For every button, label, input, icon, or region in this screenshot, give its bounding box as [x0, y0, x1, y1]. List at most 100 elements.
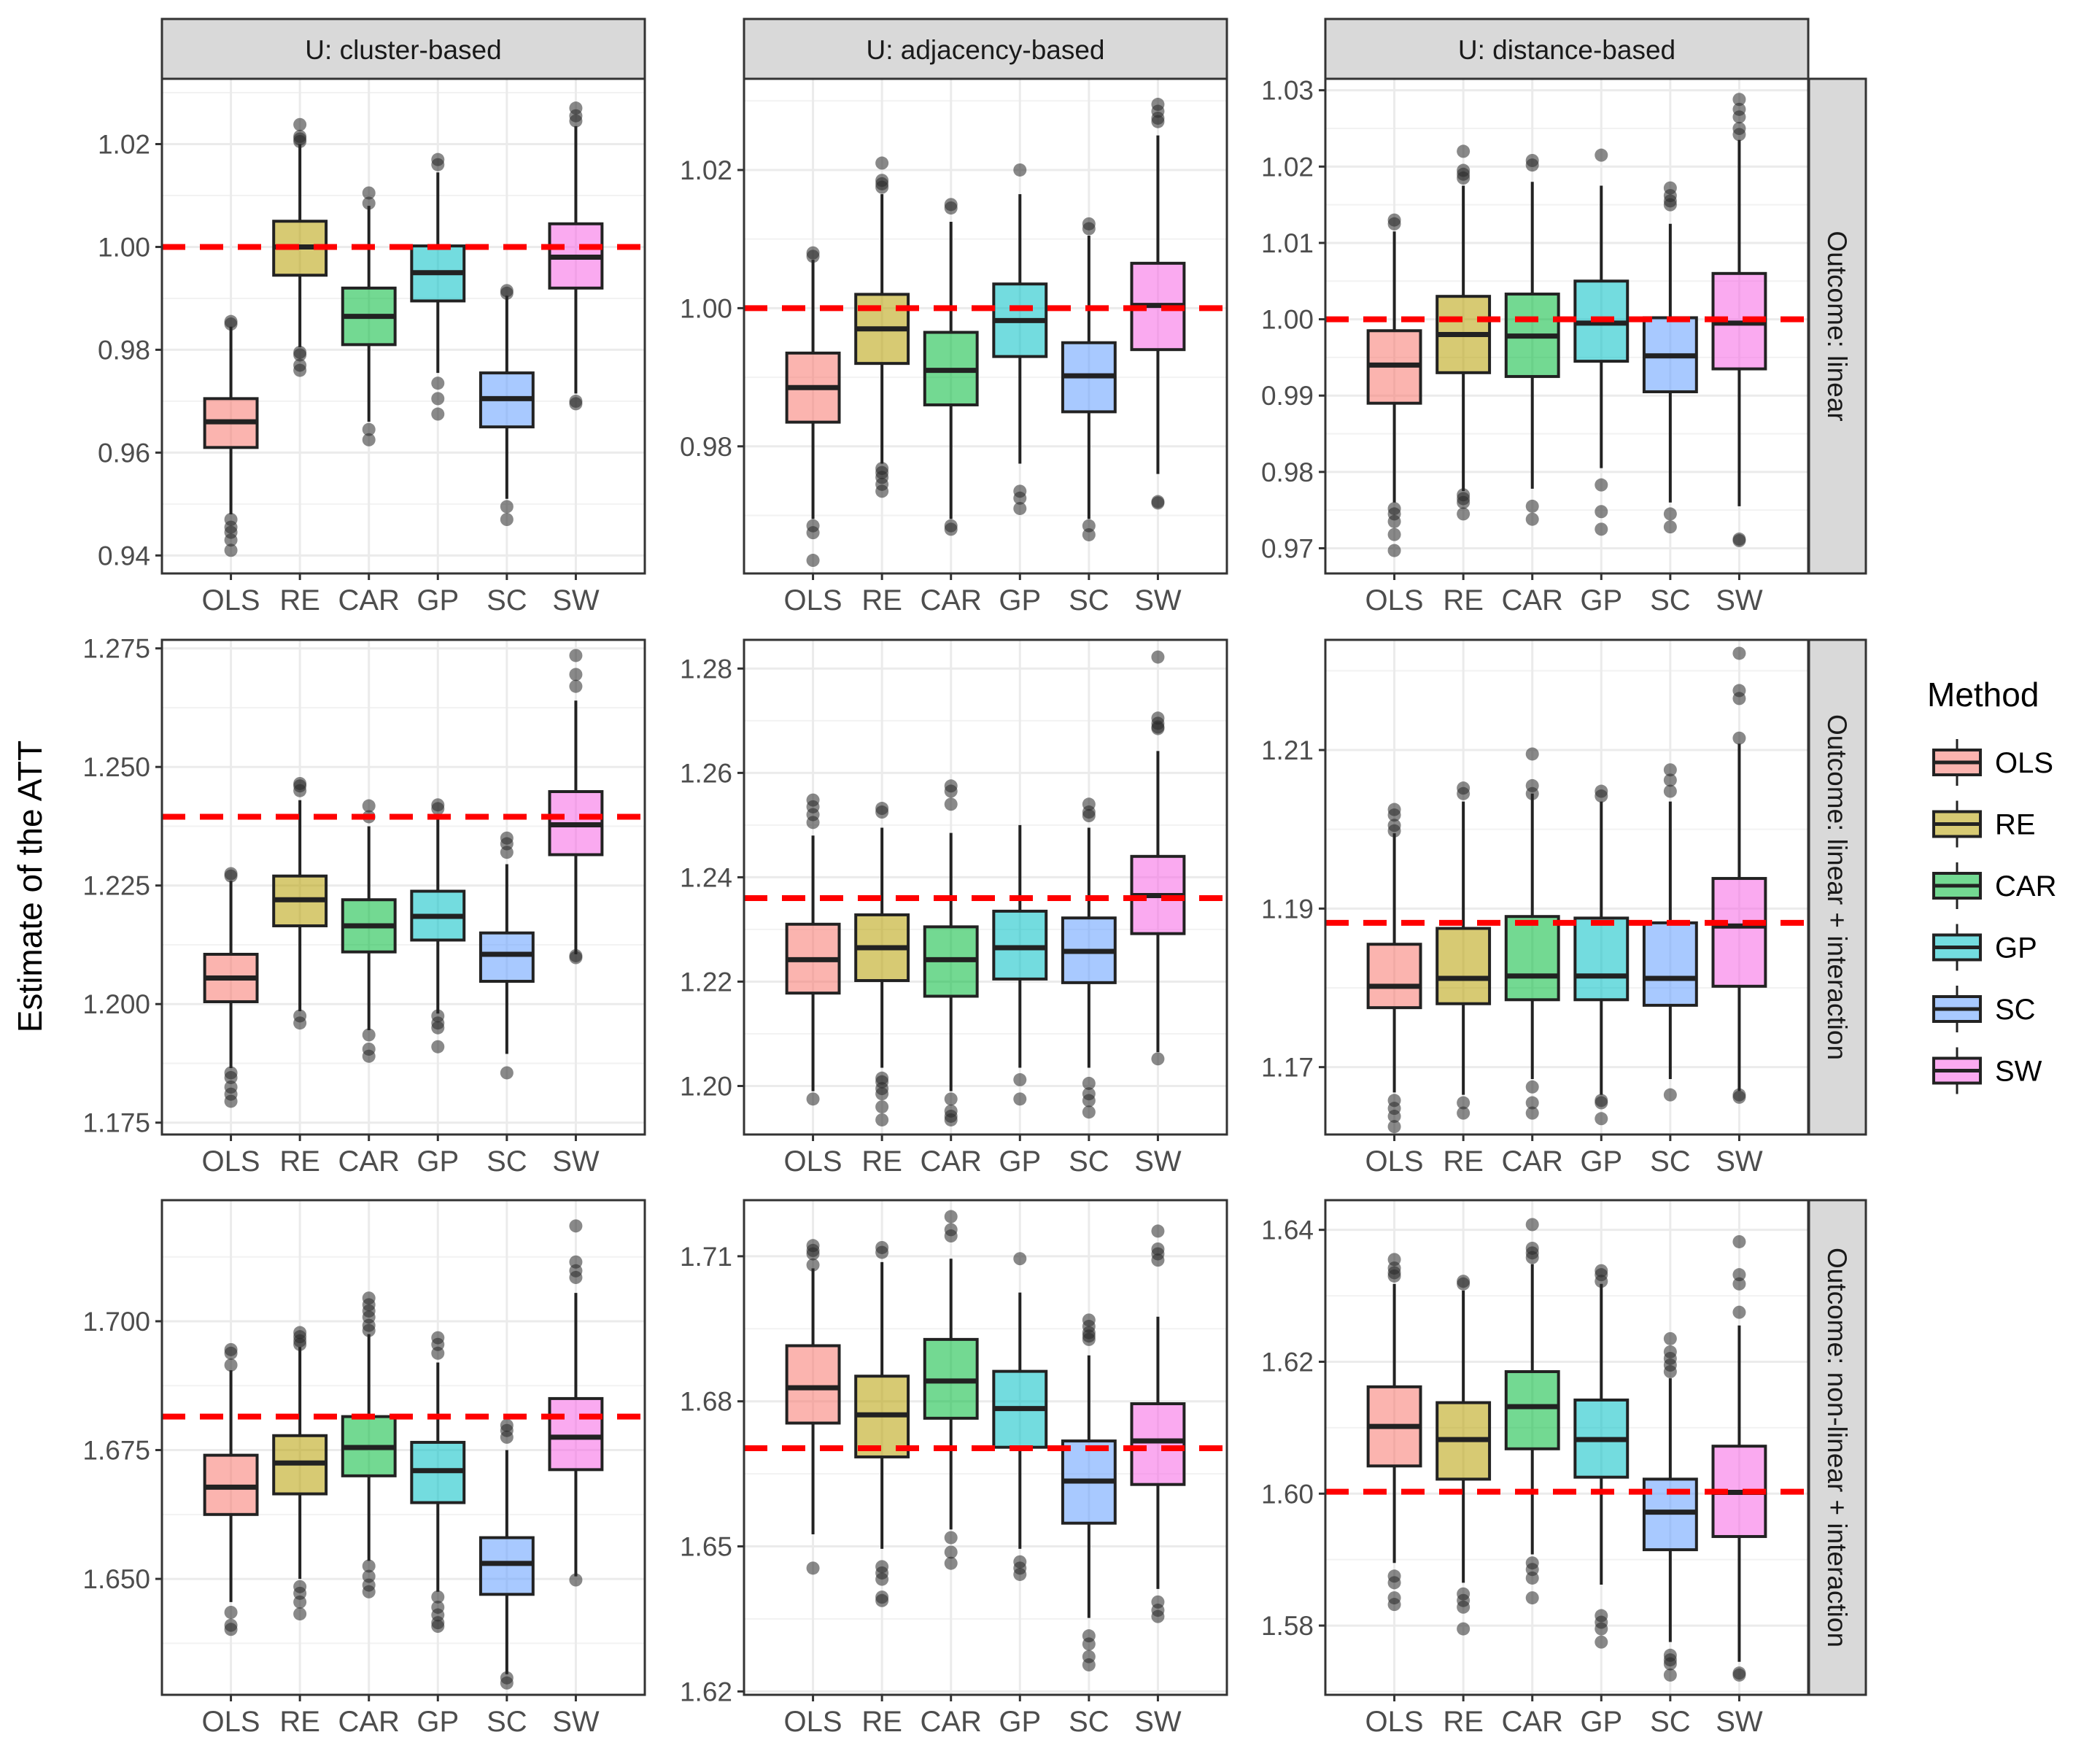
x-tick-label: SW [1134, 1145, 1182, 1178]
outlier-point [1387, 1269, 1401, 1283]
box-ols [785, 793, 841, 1106]
panel-r3-c1: 1.650 1.675 1.700 OLS RE CAR GP SC SW [82, 1199, 646, 1738]
outlier-point [1013, 1252, 1027, 1266]
outlier-point [1732, 1268, 1746, 1282]
column-strip-label: U: cluster-based [305, 35, 501, 65]
outlier-point [1387, 1598, 1401, 1612]
row-strip-3: Outcome: non-linear + interaction [1808, 1199, 1867, 1696]
x-tick-label: GP [1580, 584, 1622, 616]
y-tick-label: 1.675 [82, 1436, 150, 1466]
outlier-point [1457, 1622, 1471, 1636]
outlier-point [1082, 809, 1096, 823]
x-tick-label: RE [1443, 584, 1484, 616]
outlier-point [1663, 1331, 1677, 1345]
outlier-point [1732, 93, 1746, 107]
outlier-point [1663, 507, 1677, 521]
outlier-point [1732, 534, 1746, 548]
outlier-point [1457, 495, 1471, 509]
x-tick-label: GP [1580, 1145, 1622, 1178]
panel-border [160, 1199, 646, 1696]
outlier-point [1595, 1112, 1608, 1126]
box-car [1504, 747, 1560, 1120]
box-gp [992, 824, 1048, 1106]
panel-border [743, 638, 1228, 1136]
outlier-point [1732, 1090, 1746, 1104]
outlier-point [293, 1016, 307, 1030]
legend-items: OLS RE CAR GP SC SW [1932, 739, 2056, 1094]
y-tick-label: 1.250 [82, 752, 150, 782]
outlier-point [569, 668, 583, 681]
outlier-point [500, 1676, 514, 1690]
outlier-point [1663, 1657, 1677, 1671]
outlier-point [1663, 784, 1677, 798]
x-tick-label: SC [1069, 1145, 1109, 1178]
box-re [1435, 1275, 1492, 1636]
outlier-point [569, 397, 583, 411]
outlier-point [500, 512, 514, 526]
legend-item-car: CAR [1932, 862, 2056, 909]
outlier-point [224, 1623, 238, 1636]
outlier-point [362, 433, 376, 447]
x-tick-label: GP [416, 1706, 459, 1738]
x-tick-label: SW [1134, 584, 1182, 616]
outlier-point [362, 422, 376, 436]
x-tick-label: SW [1716, 1706, 1763, 1738]
outlier-point [1082, 1637, 1096, 1651]
box-car [1504, 153, 1560, 526]
outlier-point [1151, 496, 1165, 510]
y-tick-label: 1.200 [82, 989, 150, 1019]
outlier-point [806, 1092, 820, 1106]
x-tick-label: SW [1716, 1145, 1763, 1178]
panel-background [162, 79, 645, 573]
x-tick-label: OLS [784, 584, 842, 616]
x-tick-label: GP [416, 1145, 459, 1178]
iqr-box [1504, 1370, 1560, 1450]
outlier-point [1525, 1571, 1539, 1585]
iqr-box [1504, 915, 1560, 1002]
iqr-box [1130, 1402, 1186, 1486]
outlier-point [1387, 217, 1401, 231]
box-sc [478, 831, 535, 1080]
outlier-point [431, 1346, 445, 1360]
outlier-point [224, 317, 238, 331]
outlier-point [1151, 115, 1165, 128]
outlier-point [500, 1066, 514, 1080]
outlier-point [224, 1358, 238, 1372]
outlier-point [806, 554, 820, 568]
box-sc [1061, 217, 1117, 541]
outlier-point [1151, 1253, 1165, 1267]
outlier-point [569, 679, 583, 693]
y-tick-label: 1.225 [82, 871, 150, 901]
x-tick-label: CAR [338, 584, 399, 616]
outlier-point [1663, 773, 1677, 787]
box-re [854, 802, 910, 1126]
x-tick-label: CAR [338, 1145, 399, 1178]
y-tick-label: 1.01 [1261, 228, 1314, 258]
y-tick-label: 1.650 [82, 1564, 150, 1594]
box-re [854, 156, 910, 498]
legend-item-label: SC [1995, 994, 2036, 1026]
outlier-point [1013, 163, 1027, 177]
column-strip-2: U: adjacency-based [743, 18, 1228, 80]
iqr-box [1435, 927, 1492, 1005]
outlier-point [1387, 1110, 1401, 1124]
x-tick-label: SC [487, 1706, 527, 1738]
outlier-point [1595, 505, 1608, 519]
iqr-box [478, 931, 535, 983]
x-tick-label: SC [1650, 584, 1691, 616]
box-car [341, 186, 397, 447]
legend-title: Method [1927, 676, 2039, 714]
panel-r1-c3: 0.97 0.98 0.99 1.00 1.01 1.02 1.03 OLS RE CAR GP SC… [1261, 76, 1810, 616]
outlier-point [875, 1113, 889, 1126]
x-tick-label: RE [279, 1706, 320, 1738]
strip-background [1324, 18, 1810, 80]
y-tick-label: 1.28 [680, 654, 732, 684]
outlier-point [1013, 1072, 1027, 1086]
box-gp [992, 163, 1048, 515]
box-car [341, 1291, 397, 1599]
box-sc [1061, 797, 1117, 1119]
outlier-point [362, 186, 376, 200]
outlier-point [224, 1070, 238, 1084]
strips-layer: U: cluster-based U: adjacency-based U: dis… [160, 18, 1867, 1696]
